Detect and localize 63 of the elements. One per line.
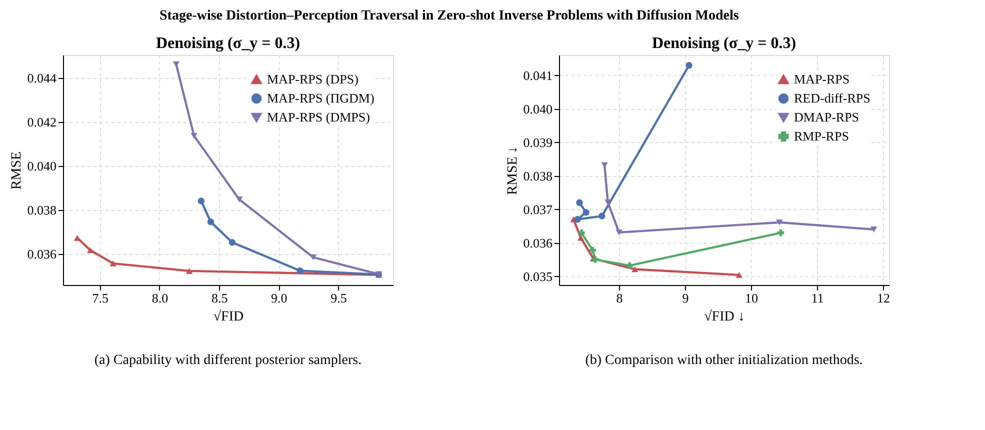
- point: [626, 262, 633, 269]
- x-tick-label: 7.5: [92, 290, 109, 306]
- x-tick-label: 8.0: [152, 290, 168, 306]
- legend-label: MAP-RPS: [794, 72, 850, 86]
- text: Stage-wise Distortion–Perception Traversal in Zero-shot Inverse Problems with Diffusion Models: [160, 8, 740, 24]
- y-axis-title: RMSE: [9, 151, 24, 190]
- y-tick-label: 0.039: [523, 134, 552, 150]
- point: [604, 199, 612, 206]
- legend-label: MAP-RPS (DPS): [267, 72, 358, 86]
- y-tick-label: 0.036: [27, 246, 57, 262]
- point: [296, 267, 304, 274]
- point: [616, 230, 622, 236]
- legend-label: MAP-RPS (DMPS): [267, 110, 370, 124]
- y-tick-label: 0.044: [27, 70, 57, 86]
- legend-label: RED-diff-RPS: [794, 90, 870, 106]
- point: [236, 196, 243, 202]
- y-tick-label: 0.035: [523, 268, 552, 284]
- text: (b) Comparison with other initialization methods.: [585, 353, 863, 368]
- point: [172, 61, 180, 68]
- text: (a) Capability with different posterior samplers.: [94, 353, 362, 368]
- x-tick-label: 11: [811, 290, 824, 306]
- x-tick-label: 12: [877, 290, 890, 306]
- y-tick-label: 0.038: [523, 168, 552, 184]
- point: [582, 209, 590, 216]
- legend-label: RMP-RPS: [794, 128, 849, 144]
- point: [598, 212, 606, 220]
- point: [632, 266, 638, 272]
- x-tick-label: 9.0: [271, 290, 288, 306]
- y-tick-label: 0.038: [27, 202, 56, 218]
- chart-title: Denoising (σ_y = 0.3): [652, 35, 796, 52]
- point: [110, 260, 116, 266]
- point: [736, 272, 743, 278]
- x-axis-title: √FID ↓: [704, 308, 745, 324]
- y-axis-title: RMSE ↓: [505, 146, 520, 195]
- point: [190, 133, 198, 139]
- y-tick-label: 0.041: [523, 68, 552, 83]
- point: [589, 246, 596, 254]
- x-tick-label: 8: [616, 290, 623, 306]
- x-tick-label: 10: [745, 290, 758, 306]
- legend-label: DMAP-RPS: [794, 110, 860, 124]
- point: [207, 218, 214, 226]
- y-tick-label: 0.040: [523, 101, 552, 116]
- legend-label: MAP-RPS (ΠGDM): [267, 90, 374, 106]
- point: [87, 247, 94, 254]
- x-tick-label: 9.5: [330, 290, 347, 306]
- x-tick-label: 8.5: [211, 290, 228, 306]
- y-tick-label: 0.036: [523, 235, 553, 250]
- point: [576, 199, 583, 206]
- chart-title: Denoising (σ_y = 0.3): [156, 35, 300, 52]
- point: [686, 62, 692, 69]
- x-axis-title: √FID: [213, 308, 244, 324]
- x-tick-label: 9: [682, 290, 689, 306]
- point: [578, 229, 585, 236]
- y-tick-label: 0.040: [27, 158, 56, 174]
- y-tick-label: 0.037: [523, 202, 553, 217]
- point: [870, 226, 878, 232]
- point: [776, 219, 783, 226]
- point: [574, 216, 581, 223]
- y-tick-label: 0.042: [27, 114, 56, 130]
- point: [777, 229, 784, 236]
- point: [228, 238, 236, 246]
- point: [186, 268, 193, 274]
- point: [198, 198, 205, 204]
